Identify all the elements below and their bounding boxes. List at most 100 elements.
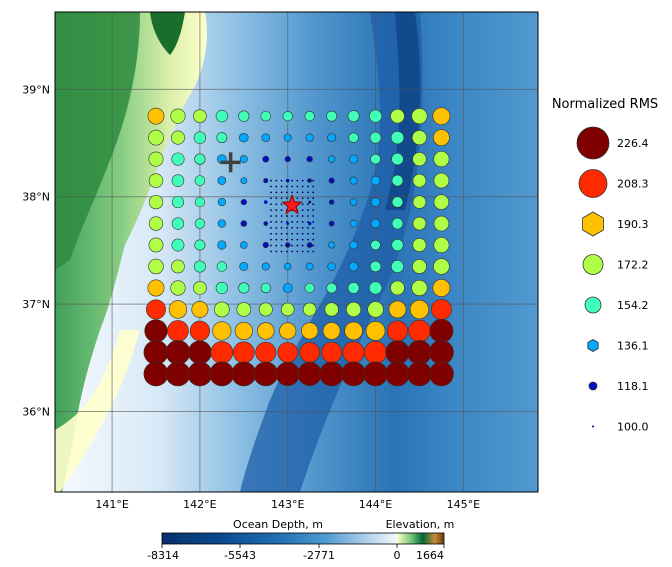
rms-marker [275,197,278,200]
rms-marker [296,197,299,200]
rms-marker [280,197,283,200]
lat-tick-label: 36°N [22,405,50,418]
rms-marker [240,198,247,206]
rms-marker [296,250,299,253]
rms-marker [275,203,278,206]
rms-marker [307,232,309,235]
rms-marker [193,260,206,273]
rms-marker [433,172,450,189]
rms-marker [270,232,272,235]
rms-marker [370,218,381,229]
rms-marker [301,185,304,188]
rms-marker [270,209,272,212]
rms-marker [433,215,450,232]
rms-marker [370,153,381,165]
rms-marker [270,185,272,188]
rms-marker [275,215,278,217]
legend-marker [587,339,599,352]
rms-marker [307,221,312,226]
lon-tick-label: 142°E [183,498,216,511]
legend-marker [584,296,602,314]
rms-marker [284,242,291,248]
rms-marker [239,132,249,143]
map-panel [55,12,538,492]
rms-marker [296,221,299,223]
rms-marker [301,179,304,182]
rms-marker [412,173,427,188]
rms-marker [370,239,381,251]
rms-marker [324,302,339,317]
legend-label: 172.2 [617,259,649,272]
lon-tick-label: 145°E [447,498,480,511]
rms-marker [301,197,304,200]
rms-marker [430,299,452,320]
rms-marker [390,130,405,145]
rms-marker [391,152,404,166]
rms-marker [215,110,228,123]
rms-marker [270,197,272,200]
rms-marker [296,191,299,194]
rms-marker [165,340,191,365]
rms-marker [307,244,309,247]
rms-marker [291,179,294,182]
rms-marker [365,321,386,341]
rms-marker [291,250,294,253]
rms-marker [307,238,309,241]
rms-marker [285,197,288,200]
rms-marker [260,110,271,122]
rms-marker [231,361,257,387]
rms-marker [291,232,294,235]
rms-marker [369,109,383,123]
rms-marker [148,173,164,188]
rms-marker [369,281,383,295]
rms-marker [217,240,227,250]
rms-marker [143,361,169,387]
rms-marker [327,262,336,271]
rms-marker [432,129,450,147]
rms-marker [148,216,164,231]
rms-marker [305,262,314,271]
rms-marker [194,175,206,186]
rms-marker [165,361,191,387]
rms-marker [312,244,315,247]
rms-marker [296,232,299,235]
rms-marker [296,185,299,188]
rms-marker [307,191,309,194]
land-ridge [150,12,185,55]
rms-marker [367,301,384,318]
rms-marker [285,238,288,241]
rms-marker [412,195,427,209]
rms-marker [275,244,278,247]
rms-marker [170,108,186,124]
rms-marker [291,215,294,217]
rms-marker [322,322,341,340]
rms-marker [327,155,336,163]
lat-labels: 39°N 38°N 37°N 36°N [22,83,50,418]
rms-marker [171,217,185,230]
colorbar-tick-label: 0 [394,549,401,562]
rms-marker [275,209,278,212]
lon-tick-label: 141°E [95,498,128,511]
rms-marker [280,302,295,317]
rms-marker [188,340,212,365]
rms-marker [147,107,165,125]
rms-marker [301,238,304,241]
rms-marker [194,239,206,251]
rms-marker [270,226,272,229]
rms-marker [409,299,430,320]
colorbar-frame [161,532,445,545]
rms-marker [291,185,294,188]
rms-marker [194,218,206,229]
rms-marker [364,340,388,364]
rms-marker [307,197,309,200]
lon-labels: 141°E 142°E 143°E 144°E 145°E [95,498,480,511]
rms-marker [385,361,410,387]
rms-marker [312,226,315,229]
rms-marker [253,361,279,387]
rms-marker [387,320,408,342]
rms-marker [148,237,164,253]
rms-marker [280,203,283,206]
rms-marker [167,320,189,342]
rms-marker [280,209,283,212]
rms-marker [283,133,292,142]
